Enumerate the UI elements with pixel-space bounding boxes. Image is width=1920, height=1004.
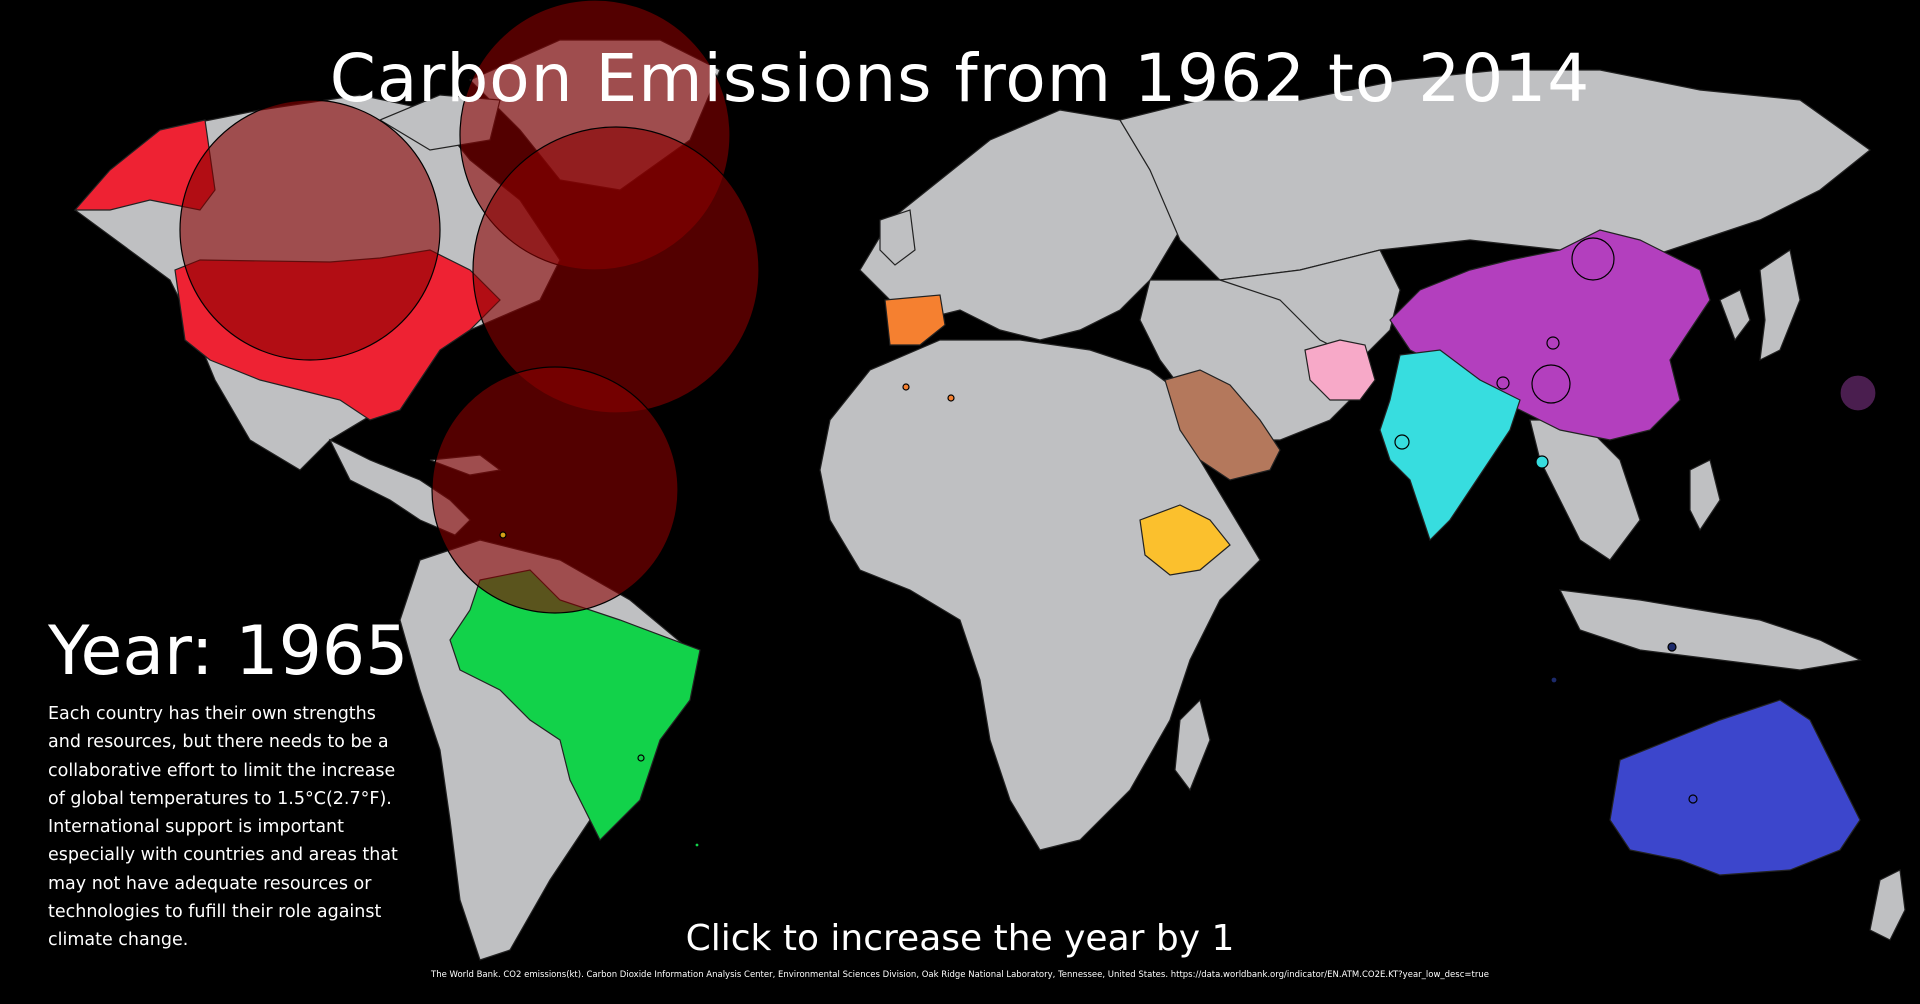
description-text: Each country has their own strengths and… — [48, 704, 398, 951]
ethiopia-country[interactable] — [1139, 504, 1231, 576]
indonesia-land — [1558, 589, 1862, 671]
emission-bubble-australia[interactable] — [1688, 794, 1698, 804]
uk-land — [879, 209, 916, 266]
portugal-country[interactable] — [884, 294, 946, 346]
australia-country[interactable] — [1609, 699, 1861, 876]
emission-bubble-europe[interactable] — [472, 126, 760, 414]
year-label: Year: 1965 — [48, 612, 409, 691]
emission-bubble-china-north[interactable] — [1571, 237, 1615, 281]
new-zealand-land — [1869, 869, 1906, 941]
emission-bubbles — [179, 0, 1877, 848]
emission-bubble-china-small-1[interactable] — [1546, 336, 1560, 350]
southeast-asia-land — [1529, 419, 1641, 561]
emission-bubble-venezuela[interactable] — [499, 531, 507, 539]
emission-bubble-small-green[interactable] — [694, 842, 700, 848]
emission-bubble-africa-1[interactable] — [902, 383, 910, 391]
emission-bubble-russia[interactable] — [431, 366, 679, 614]
central-asia-land — [1219, 249, 1401, 361]
russia-land — [1119, 69, 1871, 281]
emission-bubble-usa[interactable] — [179, 99, 441, 361]
japan-land — [1759, 249, 1801, 362]
emission-bubble-china-large[interactable] — [1531, 364, 1571, 404]
africa-land — [819, 339, 1261, 851]
india-country[interactable] — [1379, 349, 1521, 542]
emission-bubble-africa-2[interactable] — [947, 394, 955, 402]
emission-bubble-indonesia-1[interactable] — [1667, 642, 1677, 652]
emission-bubble-china-small-2[interactable] — [1496, 376, 1510, 390]
data-citation: The World Bank. CO2 emissions(kt). Carbo… — [431, 970, 1489, 980]
emission-bubble-indonesia-2[interactable] — [1550, 676, 1558, 684]
korea-land — [1719, 289, 1751, 342]
emission-bubble-seasia[interactable] — [1535, 455, 1549, 469]
brazil-country[interactable] — [449, 569, 701, 842]
increase-year-prompt[interactable]: Click to increase the year by 1 — [685, 918, 1235, 959]
madagascar-land — [1174, 698, 1211, 792]
philippines-land — [1689, 459, 1721, 532]
emission-bubble-japan[interactable] — [1839, 374, 1877, 412]
saudi-arabia-country[interactable] — [1164, 369, 1281, 481]
iran-country[interactable] — [1304, 339, 1376, 401]
emission-bubble-brazil[interactable] — [637, 754, 645, 762]
emission-bubble-india[interactable] — [1394, 434, 1410, 450]
